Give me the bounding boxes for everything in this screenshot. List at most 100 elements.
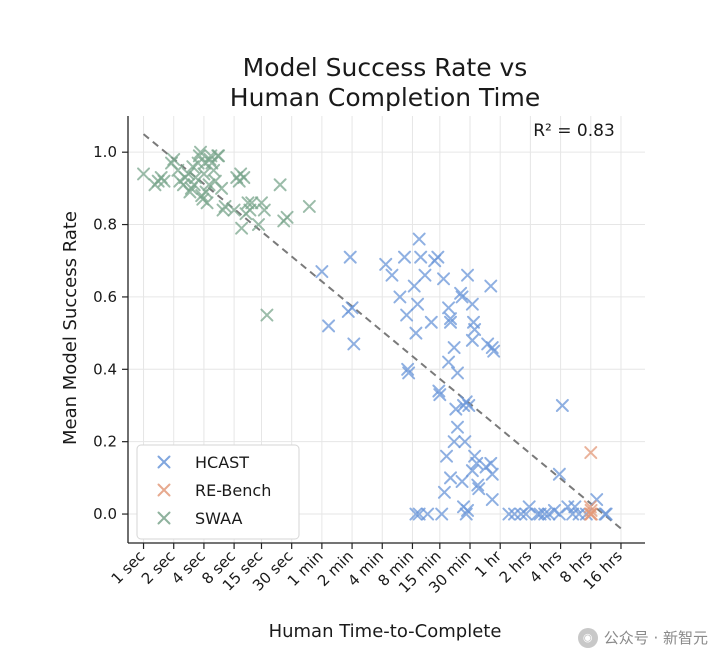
hcast-point bbox=[433, 388, 447, 402]
swaa-point bbox=[197, 167, 211, 181]
hcast-point bbox=[444, 315, 458, 329]
hcast-point bbox=[400, 308, 414, 322]
hcast-point bbox=[487, 344, 501, 358]
swaa-point bbox=[189, 171, 203, 185]
hcast-point bbox=[409, 507, 423, 521]
hcast-point bbox=[454, 286, 468, 300]
hcast-point bbox=[435, 507, 449, 521]
hcast-point bbox=[484, 279, 498, 293]
hcast-point bbox=[449, 402, 463, 416]
hcast-point bbox=[465, 297, 479, 311]
hcast-point bbox=[519, 507, 533, 521]
hcast-point bbox=[468, 323, 482, 336]
swaa-point bbox=[183, 185, 197, 199]
hcast-point bbox=[461, 503, 475, 517]
hcast-point bbox=[599, 507, 613, 521]
swaa-point bbox=[235, 221, 249, 235]
swaa-point bbox=[194, 145, 208, 159]
swaa-point bbox=[241, 196, 255, 210]
swaa-point bbox=[257, 203, 271, 217]
swaa-point bbox=[167, 152, 181, 166]
hcast-point bbox=[444, 471, 458, 485]
hcast-point bbox=[461, 268, 475, 282]
swaa-point bbox=[260, 308, 274, 322]
hcast-point bbox=[538, 507, 552, 521]
watermark: ◉ 公众号 · 新智元 bbox=[577, 627, 708, 648]
hcast-point bbox=[450, 420, 464, 434]
y-tick-label: 0.4 bbox=[93, 360, 117, 378]
swaa-point bbox=[203, 152, 217, 166]
y-tick-label: 0.2 bbox=[93, 433, 117, 451]
hcast-point bbox=[552, 467, 566, 481]
hcast-point bbox=[347, 337, 361, 351]
hcast-point bbox=[431, 250, 445, 264]
swaa-point bbox=[254, 196, 268, 210]
hcast-point bbox=[315, 265, 329, 279]
x-tick-label: 2 sec bbox=[138, 547, 179, 588]
swaa-point bbox=[202, 178, 216, 192]
hcast-point bbox=[465, 464, 479, 478]
y-tick-label: 1.0 bbox=[93, 143, 117, 161]
hcast-point bbox=[471, 478, 485, 492]
hcast-point bbox=[442, 355, 456, 369]
swaa-point bbox=[237, 171, 251, 185]
swaa-point bbox=[302, 199, 316, 213]
hcast-point bbox=[345, 301, 359, 315]
hcast-point bbox=[437, 272, 451, 286]
swaa-point bbox=[186, 160, 200, 174]
hcast-point bbox=[468, 449, 482, 463]
hcast-point bbox=[485, 467, 499, 481]
hcast-point bbox=[555, 398, 569, 412]
re-bench-point bbox=[584, 507, 598, 521]
legend-marker-re-bench bbox=[157, 483, 171, 497]
x-tick-label: 2 hrs bbox=[496, 547, 536, 587]
swaa-point bbox=[157, 174, 171, 188]
chart-title-line-1: Model Success Rate vs bbox=[243, 53, 528, 82]
legend: HCAST RE-Bench SWAA bbox=[136, 444, 300, 540]
y-axis-label: Mean Model Success Rate bbox=[60, 211, 81, 445]
swaa-point bbox=[199, 185, 213, 199]
legend-label-swaa: SWAA bbox=[195, 509, 242, 528]
hcast-point bbox=[472, 482, 486, 496]
hcast-point bbox=[455, 474, 469, 488]
hcast-point bbox=[421, 507, 435, 521]
hcast-point bbox=[432, 384, 446, 398]
hcast-point bbox=[343, 250, 357, 264]
hcast-point bbox=[393, 290, 407, 304]
x-tick-label: 1 sec bbox=[108, 547, 149, 588]
hcast-point bbox=[502, 507, 516, 521]
hcast-point bbox=[414, 250, 428, 264]
hcast-point bbox=[485, 493, 499, 507]
hcast-point bbox=[485, 341, 499, 355]
hcast-point bbox=[398, 250, 412, 264]
swaa-point bbox=[245, 196, 259, 210]
swaa-point bbox=[243, 203, 257, 217]
chart-title: Model Success Rate vs Human Completion T… bbox=[230, 53, 540, 112]
legend-marker-hcast bbox=[157, 455, 171, 469]
hcast-point bbox=[402, 366, 416, 380]
hcast-point bbox=[447, 435, 461, 449]
watermark-text: 公众号 · 新智元 bbox=[603, 629, 708, 647]
legend-label-hcast: HCAST bbox=[195, 453, 249, 472]
re-bench-point bbox=[584, 446, 598, 460]
hcast-point bbox=[462, 398, 476, 412]
hcast-point bbox=[407, 279, 421, 293]
swaa-point bbox=[207, 163, 221, 177]
wechat-icon: ◉ bbox=[577, 627, 598, 648]
hcast-point bbox=[447, 341, 461, 355]
legend-label-re-bench: RE-Bench bbox=[195, 481, 271, 500]
hcast-point bbox=[412, 232, 426, 246]
x-tick-label: 4 sec bbox=[168, 547, 209, 588]
hcast-point bbox=[566, 507, 580, 521]
swaa-point bbox=[137, 167, 151, 181]
swaa-point bbox=[273, 178, 287, 192]
legend-marker-swaa bbox=[157, 511, 171, 525]
hcast-point bbox=[484, 456, 498, 470]
legend-box bbox=[136, 444, 300, 540]
swaa-point bbox=[216, 203, 230, 217]
swaa-point bbox=[200, 196, 214, 210]
trend-line-layer bbox=[142, 133, 622, 530]
swaa-point bbox=[251, 218, 265, 232]
re-bench-point bbox=[584, 503, 598, 517]
swaa-point bbox=[227, 203, 241, 217]
